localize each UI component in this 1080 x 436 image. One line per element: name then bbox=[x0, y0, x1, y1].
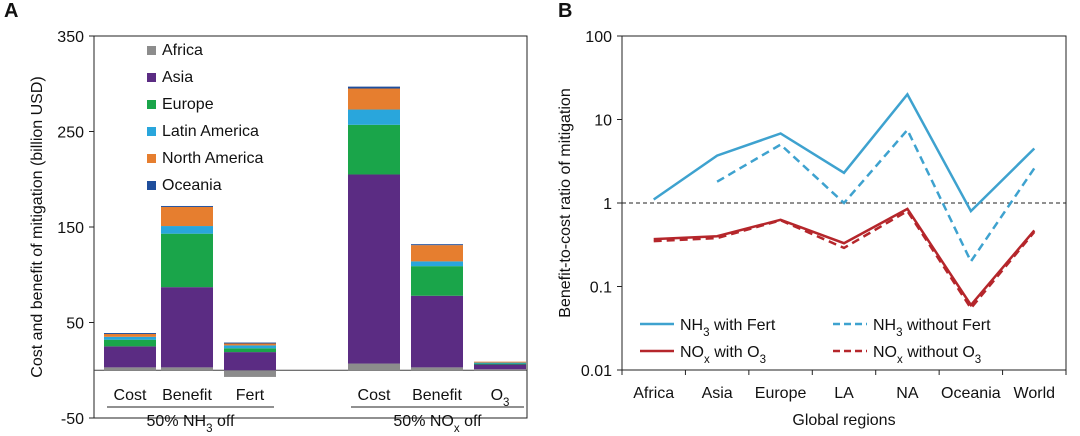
bar-segment bbox=[161, 205, 213, 207]
bar-segment bbox=[224, 370, 276, 377]
legend-label: NH3 without Fert bbox=[873, 317, 991, 339]
y-tick-label: 0.01 bbox=[581, 363, 612, 380]
x-axis-label: Global regions bbox=[792, 412, 895, 429]
bar-segment bbox=[104, 346, 156, 368]
bar-segment bbox=[411, 367, 463, 371]
bar-segment bbox=[474, 369, 526, 371]
bar-segment bbox=[161, 367, 213, 371]
x-tick-label: LA bbox=[834, 385, 854, 402]
legend-swatch bbox=[147, 127, 156, 136]
y-tick-label: 10 bbox=[594, 113, 612, 130]
series-line bbox=[716, 127, 1036, 264]
y-tick-label: 50 bbox=[66, 316, 84, 333]
bar-segment bbox=[348, 363, 400, 371]
bar-segment bbox=[161, 233, 213, 288]
y-tick-label: 0.1 bbox=[590, 280, 612, 297]
bar-segment bbox=[224, 345, 276, 349]
bar-segment bbox=[411, 244, 463, 246]
panel-b-letter: B bbox=[558, 0, 573, 22]
bar-segment bbox=[224, 342, 276, 344]
category-label: Cost bbox=[114, 387, 147, 404]
bar-segment bbox=[104, 333, 156, 334]
legend-label: NOx without O3 bbox=[873, 344, 981, 366]
bar-segment bbox=[348, 109, 400, 125]
series-line bbox=[653, 207, 1036, 308]
group-label: 50% NH3 off bbox=[147, 413, 235, 435]
legend-label: Africa bbox=[162, 42, 203, 59]
category-label: O3 bbox=[491, 387, 510, 409]
bar-segment bbox=[224, 348, 276, 353]
ratio-line-chart: 0.01 0.1 1 10 100 Africa Asia Europe LA NA Oceania… bbox=[557, 29, 1067, 429]
bar-segment bbox=[474, 363, 526, 365]
bar-segment bbox=[161, 287, 213, 368]
bar-segment bbox=[474, 362, 526, 364]
bar-segment bbox=[348, 86, 400, 89]
category-label: Benefit bbox=[412, 387, 462, 404]
y-tick-label: 350 bbox=[57, 29, 84, 46]
legend-swatch bbox=[147, 181, 156, 190]
category-label: Benefit bbox=[162, 387, 212, 404]
y-tick-label: 150 bbox=[57, 220, 84, 237]
category-label: Cost bbox=[358, 387, 391, 404]
bar-segment bbox=[161, 226, 213, 234]
bar-segment bbox=[474, 364, 526, 370]
panel-b: B 0.01 0.1 1 10 100 Africa Asia Europe LA NA Ocean… bbox=[540, 0, 1080, 436]
stacked-bar-chart: -50 50 150 250 350 Cost and benefit of mitiga… bbox=[29, 29, 528, 435]
bar-segment bbox=[224, 352, 276, 371]
x-tick-label: World bbox=[1014, 385, 1055, 402]
legend-label: Europe bbox=[162, 96, 214, 113]
y-tick-label: 250 bbox=[57, 125, 84, 142]
bar-segment bbox=[104, 336, 156, 340]
y-tick-label: -50 bbox=[61, 411, 84, 428]
x-tick-label: Africa bbox=[633, 385, 674, 402]
legend-label: North America bbox=[162, 150, 263, 167]
series-line bbox=[652, 92, 1036, 214]
x-tick-label: Asia bbox=[702, 385, 733, 402]
panel-a: A -50 50 150 250 350 Cost and benefit of miti… bbox=[4, 0, 528, 435]
bar-segment bbox=[104, 333, 156, 337]
bar-segment bbox=[474, 361, 526, 363]
bar-segment bbox=[411, 245, 463, 262]
group-label: 50% NOx off bbox=[393, 413, 482, 435]
bar-segment bbox=[411, 295, 463, 368]
bar-segment bbox=[348, 174, 400, 364]
y-axis-label: Cost and benefit of mitigation (billion … bbox=[29, 76, 46, 377]
legend-label: Latin America bbox=[162, 123, 259, 140]
bar-segment bbox=[411, 266, 463, 296]
category-label: Fert bbox=[236, 387, 265, 404]
legend-label: Oceania bbox=[162, 177, 222, 194]
bar-segment bbox=[161, 206, 213, 227]
bar-segment bbox=[104, 367, 156, 371]
legend-swatch bbox=[147, 73, 156, 82]
legend-swatch bbox=[147, 46, 156, 55]
bar-segment bbox=[411, 261, 463, 267]
y-axis-label: Benefit-to-cost ratio of mitigation bbox=[557, 88, 574, 317]
y-tick-label: 100 bbox=[585, 29, 612, 46]
bar-segment bbox=[348, 88, 400, 110]
x-tick-label: NA bbox=[896, 385, 919, 402]
bar-segment bbox=[104, 339, 156, 347]
x-tick-label: Oceania bbox=[941, 385, 1001, 402]
legend-swatch bbox=[147, 154, 156, 163]
x-tick-label: Europe bbox=[755, 385, 807, 402]
legend-label: Asia bbox=[162, 69, 193, 86]
panel-a-letter: A bbox=[4, 0, 19, 22]
legend-swatch bbox=[147, 100, 156, 109]
legend-label: NOx with O3 bbox=[680, 344, 766, 366]
bar-segment bbox=[348, 124, 400, 175]
y-tick-label: 1 bbox=[603, 196, 612, 213]
bar-segment bbox=[224, 343, 276, 346]
legend-label: NH3 with Fert bbox=[680, 317, 776, 339]
series-line bbox=[653, 209, 1036, 311]
